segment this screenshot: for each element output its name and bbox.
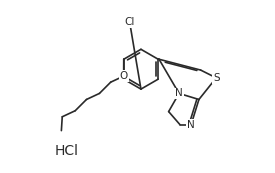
Text: Cl: Cl [125, 17, 135, 28]
Text: HCl: HCl [54, 144, 79, 157]
Text: N: N [175, 88, 183, 98]
Text: N: N [187, 120, 195, 130]
Text: O: O [120, 71, 128, 81]
Text: S: S [213, 73, 219, 83]
